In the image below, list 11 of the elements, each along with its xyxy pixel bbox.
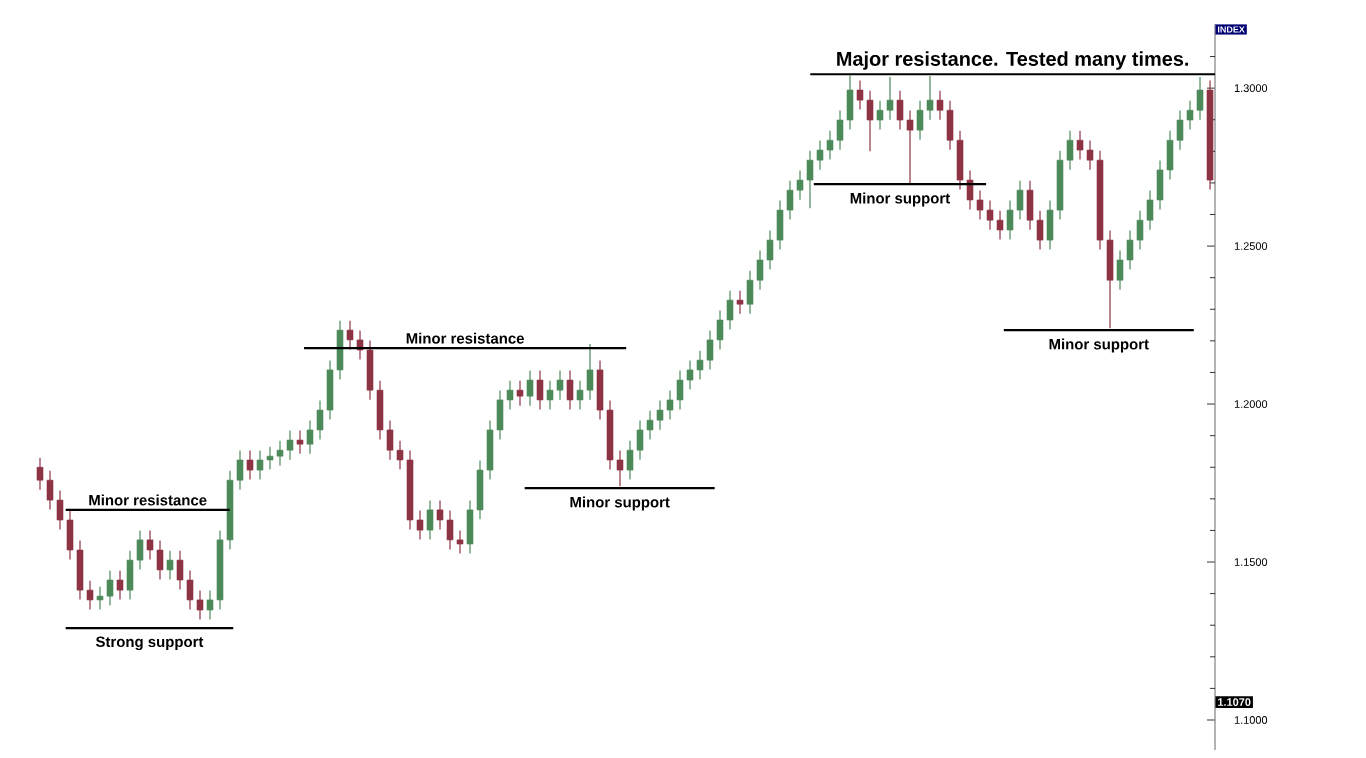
candlestick xyxy=(116,569,124,601)
ref-line-label: Major resistance. Tested many times. xyxy=(837,51,1189,70)
candlestick xyxy=(536,369,544,411)
candlestick xyxy=(516,380,524,407)
candlestick xyxy=(166,550,174,580)
candlestick xyxy=(736,290,744,315)
candlestick xyxy=(246,449,254,481)
candlestick xyxy=(296,429,304,455)
candlestick xyxy=(526,369,534,407)
candlestick xyxy=(426,499,434,541)
candlestick xyxy=(566,369,574,411)
